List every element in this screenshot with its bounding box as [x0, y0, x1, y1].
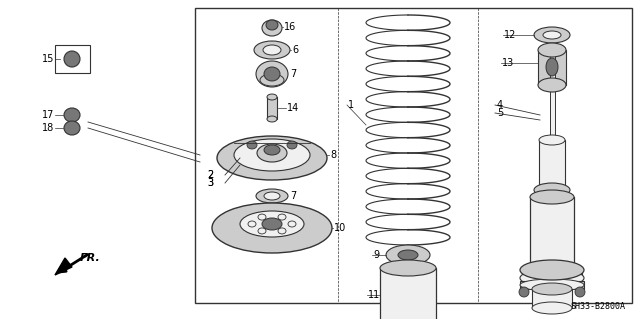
Ellipse shape — [64, 108, 80, 122]
Text: 14: 14 — [287, 103, 300, 113]
Text: 11: 11 — [368, 290, 380, 300]
Ellipse shape — [264, 145, 280, 155]
Ellipse shape — [256, 61, 288, 87]
Bar — [55, 45, 90, 73]
Ellipse shape — [546, 58, 558, 76]
Ellipse shape — [267, 116, 277, 122]
Ellipse shape — [386, 245, 430, 265]
Text: 12: 12 — [504, 30, 516, 40]
Ellipse shape — [256, 189, 288, 203]
Bar — [539, 140, 565, 190]
Bar — [520, 281, 584, 289]
Ellipse shape — [260, 74, 284, 86]
Text: SH33-B2800A: SH33-B2800A — [570, 302, 625, 311]
Ellipse shape — [530, 263, 574, 277]
Text: 7: 7 — [290, 69, 296, 79]
Polygon shape — [55, 258, 72, 275]
Ellipse shape — [262, 20, 282, 36]
Text: 2: 2 — [207, 170, 213, 180]
Ellipse shape — [248, 221, 256, 227]
Ellipse shape — [247, 141, 257, 149]
Bar — [380, 268, 436, 319]
Ellipse shape — [278, 214, 286, 220]
Ellipse shape — [539, 135, 565, 145]
Ellipse shape — [398, 250, 418, 260]
Ellipse shape — [264, 192, 280, 200]
Text: 1: 1 — [348, 100, 354, 110]
Text: 5: 5 — [497, 108, 503, 118]
Ellipse shape — [264, 67, 280, 81]
Ellipse shape — [520, 279, 584, 291]
Ellipse shape — [254, 41, 290, 59]
Ellipse shape — [380, 260, 436, 276]
Text: 16: 16 — [284, 22, 296, 32]
Ellipse shape — [538, 43, 566, 57]
Ellipse shape — [539, 185, 565, 195]
Bar — [538, 50, 566, 85]
Ellipse shape — [532, 283, 572, 295]
Text: 10: 10 — [334, 223, 346, 233]
Ellipse shape — [266, 20, 278, 30]
Text: 6: 6 — [292, 45, 298, 55]
Ellipse shape — [288, 221, 296, 227]
Ellipse shape — [575, 287, 585, 297]
Ellipse shape — [258, 214, 266, 220]
Bar — [195, 8, 632, 303]
Ellipse shape — [240, 211, 304, 237]
Text: 3: 3 — [207, 178, 213, 188]
Ellipse shape — [519, 287, 529, 297]
Bar — [530, 197, 574, 270]
Ellipse shape — [262, 218, 282, 230]
Bar — [550, 43, 555, 185]
Text: 4: 4 — [497, 100, 503, 110]
Text: FR.: FR. — [80, 253, 100, 263]
Ellipse shape — [258, 228, 266, 234]
Ellipse shape — [538, 78, 566, 92]
Ellipse shape — [520, 269, 584, 287]
Ellipse shape — [267, 94, 277, 100]
Ellipse shape — [532, 302, 572, 314]
Ellipse shape — [287, 141, 297, 149]
Ellipse shape — [234, 139, 310, 171]
Ellipse shape — [257, 144, 287, 162]
Ellipse shape — [212, 203, 332, 253]
Ellipse shape — [263, 45, 281, 55]
Ellipse shape — [534, 27, 570, 43]
Ellipse shape — [530, 190, 574, 204]
Text: 13: 13 — [502, 58, 515, 68]
Ellipse shape — [520, 260, 584, 280]
Bar — [267, 97, 277, 119]
Text: 17: 17 — [42, 110, 54, 120]
Ellipse shape — [217, 136, 327, 180]
Text: 2: 2 — [207, 170, 213, 180]
Text: 9: 9 — [373, 250, 379, 260]
Bar — [532, 289, 572, 308]
Text: 8: 8 — [330, 150, 336, 160]
Ellipse shape — [543, 31, 561, 39]
Text: 3: 3 — [207, 178, 213, 188]
Ellipse shape — [534, 183, 570, 197]
Ellipse shape — [278, 228, 286, 234]
Text: 18: 18 — [42, 123, 54, 133]
Ellipse shape — [64, 121, 80, 135]
Text: 7: 7 — [290, 191, 296, 201]
Ellipse shape — [64, 51, 80, 67]
Text: 15: 15 — [42, 54, 54, 64]
